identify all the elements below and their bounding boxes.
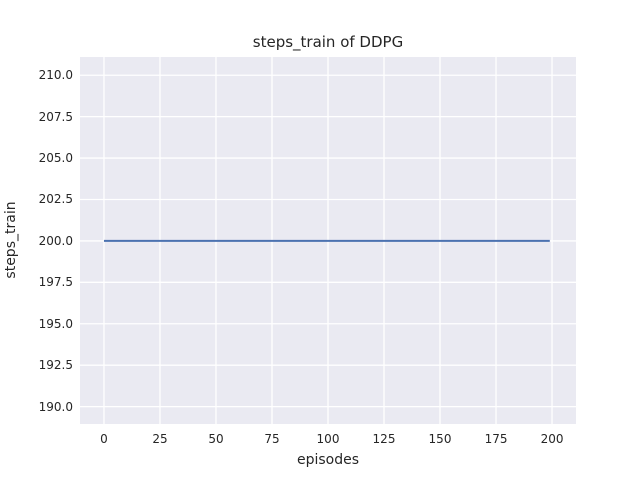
y-tick-label: 195.0 <box>38 316 73 331</box>
x-tick-label: 150 <box>428 432 452 446</box>
y-tick-label: 210.0 <box>38 68 73 83</box>
x-tick-label: 75 <box>264 432 280 446</box>
x-tick-label: 175 <box>484 432 508 446</box>
y-tick-label: 200.0 <box>38 233 73 248</box>
x-tick-label: 0 <box>100 432 108 446</box>
y-tick-label: 192.5 <box>38 358 73 373</box>
y-tick-label: 190.0 <box>38 399 73 414</box>
x-tick-label: 50 <box>208 432 224 446</box>
y-tick-label: 202.5 <box>38 192 73 207</box>
x-tick-label: 100 <box>316 432 340 446</box>
x-tick-label: 25 <box>152 432 168 446</box>
y-axis-label: steps_train <box>3 201 19 279</box>
x-axis-label: episodes <box>296 452 360 468</box>
chart-title: steps_train of DDPG <box>252 33 404 51</box>
x-tick-label: 200 <box>540 432 564 446</box>
y-tick-label: 205.0 <box>38 151 73 166</box>
y-tick-label: 207.5 <box>38 109 73 124</box>
y-tick-label: 197.5 <box>38 275 73 290</box>
plot-area <box>80 57 576 424</box>
x-tick-label: 125 <box>372 432 396 446</box>
plot-canvas <box>80 57 576 424</box>
